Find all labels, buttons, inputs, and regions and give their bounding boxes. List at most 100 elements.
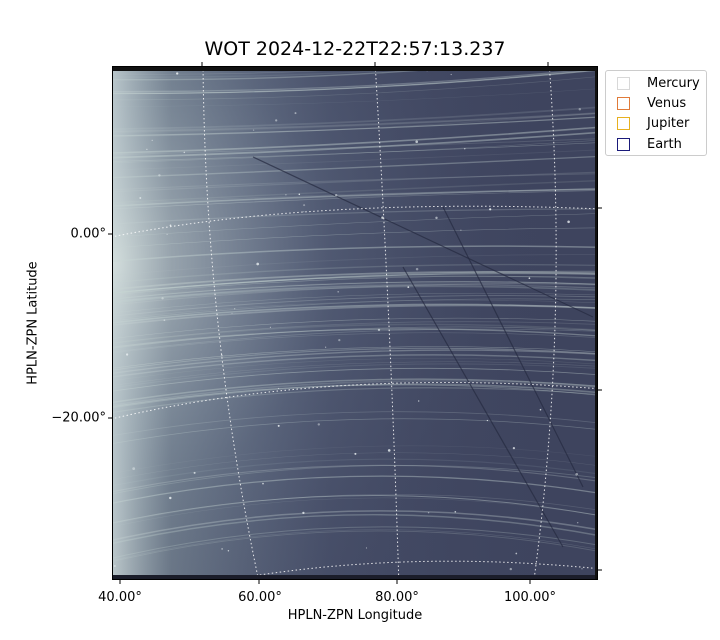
star-point — [427, 512, 430, 514]
star-point — [387, 449, 391, 452]
star-point — [515, 552, 518, 555]
streak-line — [113, 272, 597, 294]
legend-label-jupiter: Jupiter — [647, 115, 690, 131]
streak-line — [113, 179, 597, 204]
streak-line — [113, 149, 597, 171]
streak-line — [113, 452, 597, 480]
star-point — [454, 510, 457, 513]
grid-parallel-0 — [113, 205, 597, 238]
star-point — [151, 139, 153, 142]
streak-line — [113, 411, 597, 436]
star-point — [337, 290, 340, 293]
star-point — [450, 73, 452, 76]
streak-line — [113, 497, 597, 527]
star-point — [407, 286, 410, 289]
star-point — [415, 267, 419, 271]
star-point — [227, 550, 230, 552]
star-point — [381, 216, 384, 219]
xtick-label-40: 40.00° — [98, 590, 142, 605]
streak-line — [113, 188, 597, 205]
star-point — [581, 567, 583, 570]
xtick-label-80: 80.00° — [375, 590, 419, 605]
legend-item-venus: Venus — [617, 95, 686, 111]
diagonal-streak — [402, 266, 564, 548]
streak-line — [113, 270, 597, 295]
legend-label-mercury: Mercury — [647, 75, 700, 91]
streak-line — [113, 328, 597, 353]
streak-line — [113, 69, 597, 95]
streak-line — [113, 276, 597, 296]
star-point — [256, 262, 260, 266]
xtick-label-60: 60.00° — [238, 590, 282, 605]
streak-line — [113, 281, 597, 299]
grid-meridian-60 — [202, 67, 259, 579]
streak-line — [113, 126, 597, 154]
xtick-label-100: 100.00° — [504, 590, 556, 605]
streak-line — [113, 317, 597, 339]
legend-item-earth: Earth — [617, 136, 682, 152]
streak-line — [113, 112, 597, 138]
streak-line — [113, 106, 597, 130]
star-point — [335, 194, 338, 197]
streak-line — [113, 514, 597, 545]
star-point — [539, 408, 542, 411]
streak-line — [113, 254, 597, 276]
star-point — [489, 208, 492, 211]
streak-line — [113, 67, 472, 81]
streak-line — [113, 190, 597, 210]
star-point — [298, 193, 301, 196]
star-point — [161, 297, 164, 300]
star-point — [576, 521, 579, 524]
streak-line — [113, 323, 597, 344]
legend-swatch-jupiter — [617, 116, 630, 130]
streak-line — [113, 208, 597, 225]
star-point — [528, 277, 531, 280]
star-point — [113, 564, 116, 568]
streak-line — [113, 384, 597, 407]
streak-line — [113, 131, 597, 159]
star-point — [377, 328, 381, 332]
streak-line — [113, 418, 597, 444]
streak-line — [113, 530, 597, 562]
streak-line — [113, 155, 597, 179]
star-point — [338, 338, 341, 342]
star-point — [146, 148, 148, 150]
streak-line — [113, 304, 597, 326]
star-point — [303, 204, 306, 207]
star-point — [220, 354, 223, 357]
streak-line — [113, 187, 597, 210]
streak-line — [113, 271, 597, 291]
ytick-label-minus-20: −20.00° — [51, 410, 106, 426]
streak-line — [113, 358, 597, 381]
streak-line — [113, 140, 597, 164]
ytick-label-0: 0.00° — [70, 226, 106, 242]
streak-line — [113, 112, 597, 134]
streak-line — [113, 88, 597, 107]
streak-line — [113, 346, 597, 369]
star-point — [277, 424, 280, 427]
streak-line — [113, 116, 597, 137]
star-point — [486, 419, 489, 422]
image-right-edge — [595, 67, 597, 579]
streak-line — [113, 171, 597, 193]
star-point — [139, 197, 142, 199]
star-point — [163, 319, 166, 322]
solar-image-frame — [112, 66, 598, 580]
star-point — [512, 446, 516, 450]
legend-item-mercury: Mercury — [617, 75, 700, 91]
streak-line — [113, 363, 597, 389]
legend-swatch-venus — [617, 96, 630, 110]
streak-line — [113, 328, 597, 348]
legend-swatch-earth — [617, 137, 630, 151]
streak-line — [113, 383, 597, 409]
streak-line — [113, 349, 597, 374]
streak-line — [113, 303, 597, 324]
star-point — [278, 387, 280, 390]
star-point — [464, 148, 466, 150]
star-point — [354, 452, 357, 455]
streak-line — [113, 529, 597, 561]
streak-line — [113, 510, 597, 541]
star-point — [252, 129, 255, 131]
legend-swatch-mercury — [617, 76, 630, 90]
legend: Mercury Venus Jupiter Earth — [605, 70, 707, 156]
